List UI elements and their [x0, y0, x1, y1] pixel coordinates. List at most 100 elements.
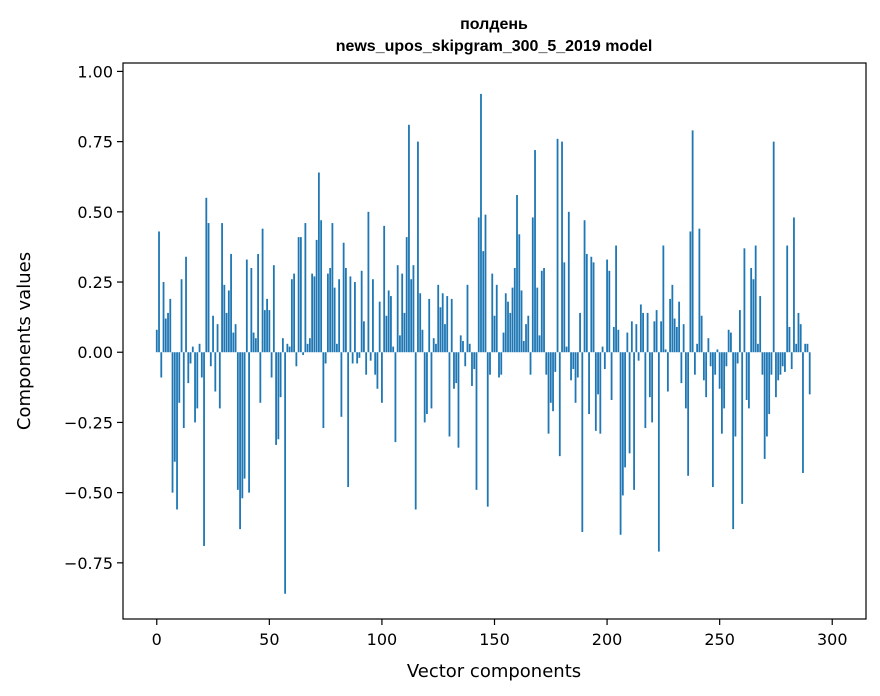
bar: [716, 349, 719, 353]
bar: [648, 352, 651, 398]
bar: [538, 335, 541, 353]
bar: [381, 352, 383, 403]
bar: [669, 298, 672, 353]
chart-title-line-1: полдень: [460, 16, 528, 33]
bar: [194, 352, 196, 423]
bar: [223, 284, 226, 353]
bar: [234, 324, 237, 353]
bar: [453, 352, 455, 389]
bar: [308, 338, 311, 353]
bar: [594, 352, 597, 431]
bar: [299, 237, 302, 353]
bar: [784, 352, 786, 372]
bar: [178, 352, 181, 403]
bar: [486, 352, 489, 507]
bar: [169, 298, 172, 353]
bar: [736, 352, 739, 364]
bar: [621, 352, 624, 496]
bar: [675, 326, 678, 353]
bar: [761, 352, 764, 375]
bar: [432, 338, 435, 353]
bar: [412, 265, 415, 353]
bar: [750, 267, 753, 353]
bar: [173, 352, 176, 462]
y-axis-ticks: −0.75 −0.50 −0.25 0.00 0.25 0.50 0.75 1.00: [64, 62, 123, 573]
bar: [252, 332, 255, 353]
bar: [205, 197, 208, 353]
bar: [356, 352, 359, 364]
bar: [723, 352, 726, 409]
bar: [405, 237, 408, 353]
bar: [558, 352, 561, 457]
bar: [754, 245, 757, 353]
bar: [556, 138, 559, 353]
bar: [806, 343, 809, 353]
bar: [633, 352, 635, 490]
bar: [561, 141, 563, 353]
bar: [468, 343, 471, 353]
bar: [635, 324, 638, 353]
bar: [615, 245, 617, 353]
bar: [565, 346, 568, 353]
bar: [338, 279, 341, 353]
bar: [748, 352, 750, 409]
bar: [216, 324, 219, 353]
bar: [745, 352, 748, 400]
bar: [396, 265, 399, 353]
bar: [482, 251, 485, 353]
bar: [459, 335, 462, 353]
bar: [700, 315, 703, 353]
bar: [351, 352, 354, 364]
bar: [702, 352, 705, 381]
bar: [345, 267, 347, 353]
bar: [293, 273, 296, 353]
bar: [570, 352, 572, 381]
bar: [209, 352, 212, 367]
bar: [284, 352, 287, 594]
bar: [423, 352, 426, 423]
bar: [176, 352, 178, 510]
bar: [491, 273, 494, 353]
bar: [155, 329, 158, 353]
bar: [227, 290, 230, 353]
bar: [581, 352, 584, 532]
bar: [279, 352, 282, 398]
bar: [288, 346, 291, 353]
bar: [721, 352, 723, 434]
x-tick-label: 250: [704, 630, 735, 649]
bar: [162, 282, 165, 353]
bar: [696, 343, 699, 353]
bar: [270, 352, 273, 378]
bar: [457, 352, 460, 448]
bar: [725, 352, 728, 367]
bar: [489, 352, 491, 375]
bar: [414, 352, 417, 510]
y-tick-label: 0.75: [77, 133, 113, 152]
bar: [200, 352, 203, 378]
bar: [390, 296, 392, 353]
bar: [403, 312, 406, 353]
bar: [290, 279, 293, 353]
bar: [534, 150, 536, 353]
bar: [417, 141, 419, 353]
bar: [428, 298, 431, 353]
bar: [504, 293, 507, 353]
bar: [574, 352, 577, 403]
bar: [628, 352, 631, 454]
bar: [642, 312, 644, 353]
bar: [441, 293, 444, 353]
bar: [349, 276, 352, 353]
bar: [516, 194, 518, 353]
bar: [281, 338, 284, 353]
bar: [385, 315, 388, 353]
bar: [311, 273, 314, 353]
bar: [320, 220, 323, 353]
bar: [214, 352, 217, 392]
bar: [554, 352, 557, 372]
bar: [408, 124, 410, 353]
bar: [502, 332, 505, 353]
bar: [612, 326, 615, 353]
bar: [419, 293, 422, 353]
bar: [790, 352, 793, 370]
